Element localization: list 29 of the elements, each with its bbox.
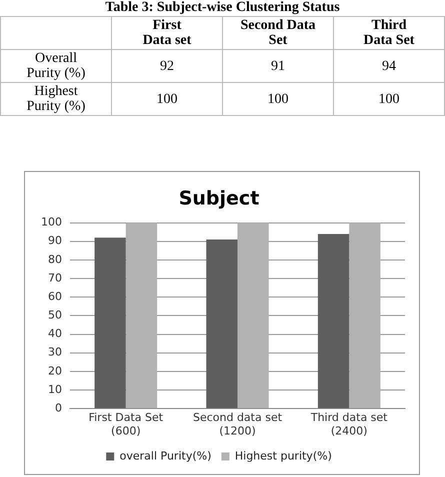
y-tick-label: 50	[48, 308, 62, 322]
y-tick-label: 30	[48, 346, 62, 359]
y-tick-label: 20	[48, 364, 62, 378]
chart-title: Subject	[178, 187, 260, 210]
data-label: 92	[112, 50, 222, 82]
y-tick-label: 40	[48, 327, 62, 340]
y-tick-label: 80	[48, 252, 62, 266]
legend-label: Highest purity(%)	[234, 449, 332, 462]
legend-label: overall Purity(%)	[120, 449, 212, 462]
y-tick-label: 10	[48, 382, 62, 396]
data-label: 100	[334, 82, 444, 116]
y-tick-label: 70	[48, 271, 62, 284]
x-tick-label: First Data Set (600)	[88, 411, 164, 438]
y-tick-label: 100	[40, 216, 62, 229]
text: Overall Purity (%)	[26, 51, 86, 81]
data-label: 100	[222, 82, 334, 116]
y-tick-label: 60	[48, 290, 62, 303]
data-label: 100	[112, 82, 222, 116]
text: Third Data Set	[364, 18, 414, 48]
data-label: 94	[334, 50, 444, 82]
caption: Table 3: Subject-wise Clustering Status	[105, 0, 340, 15]
x-tick-label: Third data set (2400)	[310, 411, 388, 438]
text: First Data set	[142, 18, 192, 48]
x-tick-label: Second data set (1200)	[192, 411, 283, 438]
y-tick-label: 90	[48, 234, 62, 248]
text: Second Data Set	[240, 18, 316, 48]
text: Highest Purity (%)	[26, 84, 86, 114]
data-label: 91	[222, 50, 334, 82]
y-tick-label: 0	[54, 401, 62, 414]
